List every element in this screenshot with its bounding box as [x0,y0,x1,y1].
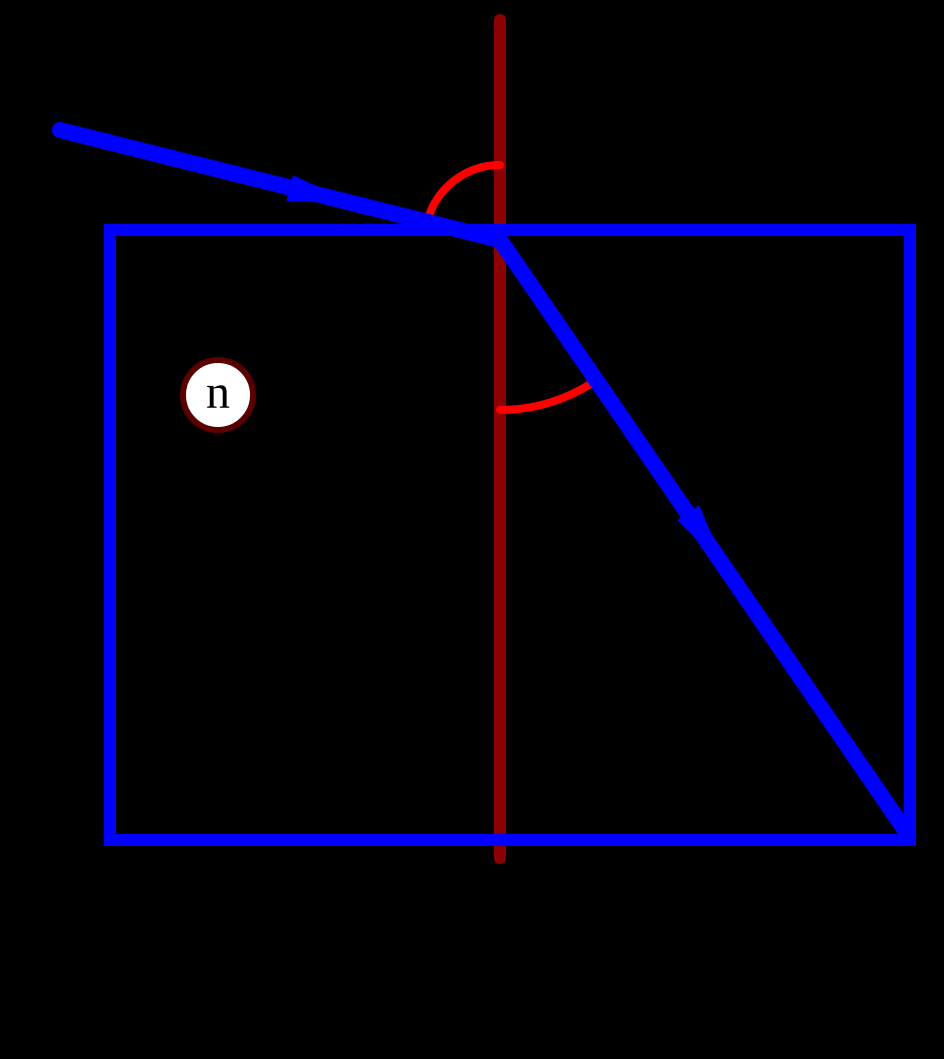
index-label: n [206,365,230,420]
refraction-diagram [0,0,944,1059]
